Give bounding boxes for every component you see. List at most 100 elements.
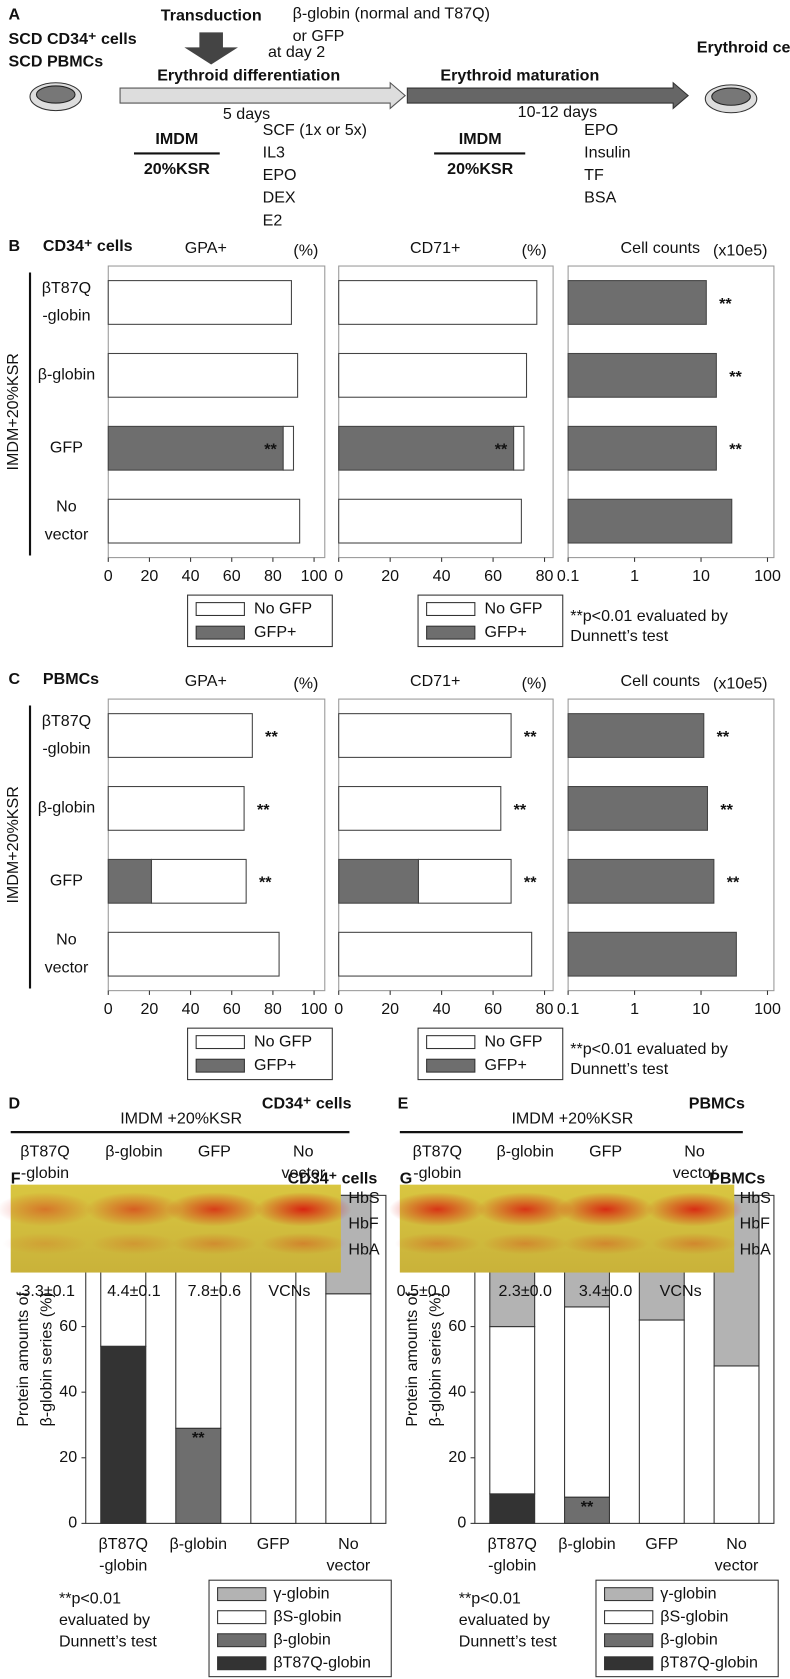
cell-type: PBMCs [43,670,99,688]
vcn-label: 2.3±0.0 [498,1282,552,1300]
bar-segment [564,1496,610,1524]
x-tick-label: 40 [182,1000,200,1018]
x-tick-label: -globin [99,1557,147,1575]
x-tick-label: βT87Q [488,1535,537,1553]
vcn-label: 7.8±0.6 [188,1282,242,1300]
significance: ** [524,728,537,746]
day-text: at day 2 [268,43,325,61]
medium-label: IMDM +20%KSR [511,1110,633,1128]
significance: ** [264,441,277,459]
x-tick-label: 60 [223,1000,241,1018]
bar [150,858,247,904]
bar [567,858,715,904]
bar [338,498,522,544]
panel-label: G [400,1170,412,1188]
bar [567,713,705,758]
x-tick-label: 0.1 [557,1000,579,1018]
vector-text: or GFP [293,27,345,45]
y-tick-label: 40 [448,1382,466,1400]
bar-segment [489,1326,536,1495]
legend-swatch [426,625,476,640]
legend-swatch [195,625,245,640]
x-tick-label: β-globin [558,1535,615,1553]
cell-type: CD34⁺ cells [262,1095,352,1113]
medium-label: IMDM [155,130,198,148]
days-label: 5 days [223,105,270,123]
legend-swatch [217,1610,267,1625]
plot-frame [567,698,775,992]
x-tick-label: 80 [264,1000,282,1018]
unit-label: (%) [293,674,318,692]
chart-title: CD71+ [410,672,460,690]
y-axis-label: β-globin series (%) [427,1292,445,1426]
note: **p<0.01 evaluated by [570,1040,728,1058]
gel-band [482,1232,569,1255]
lane-label: βT87Q [20,1143,69,1161]
vcn-label: 3.4±0.0 [579,1282,633,1300]
gel-band [85,1192,183,1227]
legend-label: βT87Q-globin [273,1654,371,1672]
panel-label: C [9,670,21,688]
note: Dunnett’s test [59,1633,157,1651]
vcn-label: VCNs [660,1282,702,1300]
arrow [406,81,689,110]
stage-label: Erythroid differentiation [157,67,340,85]
x-tick-label: 80 [264,567,282,585]
bar [338,352,528,398]
x-tick-label: 10 [692,1000,710,1018]
transduction-label: Transduction [161,7,262,25]
y-tick-label: 60 [59,1317,77,1335]
plot-frame [338,265,554,559]
x-tick-label: vector [326,1557,370,1575]
cell-type: PBMCs [689,1095,745,1113]
legend-label: γ-globin [660,1584,716,1602]
factor: EPO [263,166,297,184]
y-tick-label: 20 [59,1448,77,1466]
chart-title: GPA+ [185,672,227,690]
chart-title: Cell counts [621,672,700,690]
y-tick-label: 20 [448,1448,466,1466]
arrow [119,81,407,110]
gel-band [389,1192,486,1227]
bar-segment [175,1427,222,1524]
legend-label: GFP+ [254,623,296,641]
legend-swatch [195,602,245,617]
medium-label: IMDM [459,130,502,148]
significance: ** [257,801,270,819]
bar [107,713,253,758]
category-label: β-globin [38,799,95,817]
legend-swatch [217,1587,267,1602]
unit-label: (%) [522,241,547,259]
band-label: HbF [740,1215,771,1233]
gel-band [260,1232,347,1255]
gel-band [91,1232,177,1255]
x-tick-label: 20 [381,567,399,585]
note: Dunnett’s test [459,1633,557,1651]
factor: EPO [584,121,618,139]
legend-label: GFP+ [254,1056,296,1074]
x-tick-label: No [338,1535,359,1553]
medium-label: 20%KSR [447,160,513,178]
x-tick-label: 0 [334,567,343,585]
row-label: IMDM+20%KSR [4,786,22,903]
bar-segment [325,1293,372,1524]
chart-title: GPA+ [185,239,227,257]
bar [338,931,533,977]
category-label: GFP [50,872,83,890]
lane-label: -globin [413,1164,461,1182]
bar [567,425,717,471]
factor: DEX [263,189,296,207]
category-label: GFP [50,439,83,457]
legend-swatch [217,1633,267,1648]
medium-label: IMDM +20%KSR [120,1110,242,1128]
vcn-label: 0.5±0.0 [397,1282,451,1300]
bar-segment [713,1365,760,1524]
gel-band [255,1192,352,1227]
unit-label: (x10e5) [713,674,767,692]
lane-label: GFP [589,1143,622,1161]
category-label: vector [45,525,89,543]
note: Dunnett’s test [570,627,668,645]
legend-swatch [604,1656,654,1671]
legend-label: GFP+ [485,1056,527,1074]
x-tick-label: 40 [433,567,451,585]
